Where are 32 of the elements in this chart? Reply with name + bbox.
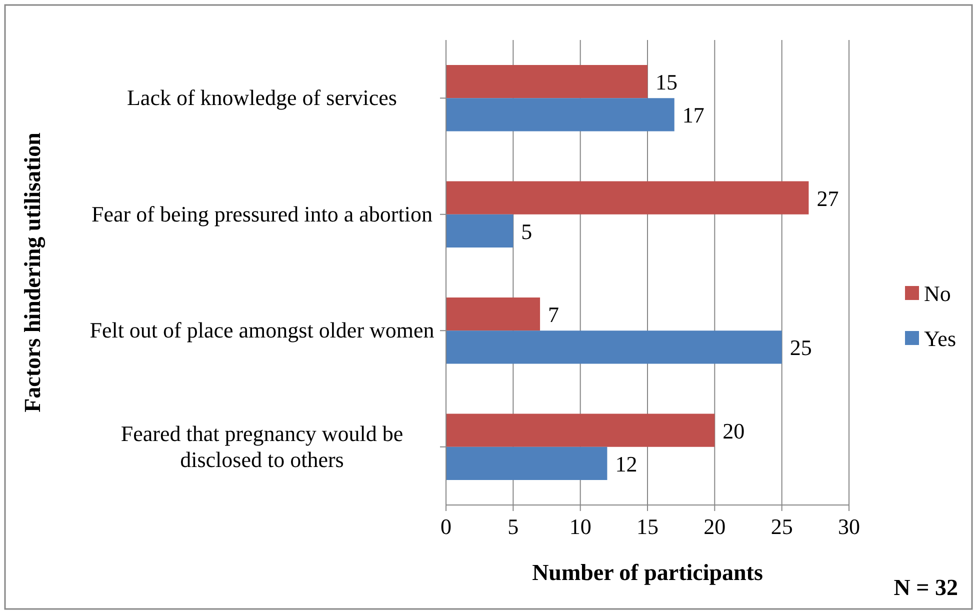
y-tick-label: Fear of being pressured into a abortion bbox=[92, 201, 432, 226]
data-label: 27 bbox=[816, 186, 839, 211]
data-label: 12 bbox=[615, 451, 638, 476]
legend-label: Yes bbox=[924, 326, 956, 351]
x-tick-label: 10 bbox=[569, 514, 592, 539]
x-tick-label: 20 bbox=[704, 514, 726, 539]
x-tick-label: 15 bbox=[636, 514, 658, 539]
x-tick-label: 0 bbox=[440, 514, 452, 539]
y-tick-label: Feared that pregnancy would be disclosed to others bbox=[120, 420, 404, 472]
y-tick-label: Felt out of place amongst older women bbox=[90, 318, 434, 343]
bar bbox=[446, 214, 514, 248]
data-label: 20 bbox=[722, 418, 745, 444]
bar bbox=[446, 330, 782, 364]
bar bbox=[446, 181, 809, 214]
bar bbox=[446, 446, 608, 480]
bar bbox=[446, 297, 540, 331]
x-tick-label: 30 bbox=[838, 514, 860, 539]
text: N = 32 bbox=[894, 575, 958, 600]
bar bbox=[446, 64, 648, 98]
x-tick-label: 25 bbox=[770, 514, 793, 539]
y-tick-label: Lack of knowledge of services bbox=[126, 85, 398, 110]
bar bbox=[446, 98, 674, 132]
x-axis-title: Number of participants bbox=[532, 560, 763, 585]
data-label: 17 bbox=[682, 102, 704, 128]
x-tick-label: 5 bbox=[508, 514, 519, 539]
y-axis-title: Factors hindering utilisation bbox=[20, 132, 46, 412]
data-label: 7 bbox=[548, 302, 560, 328]
legend-label: No bbox=[924, 281, 951, 306]
data-label: 5 bbox=[521, 218, 532, 244]
data-label: 15 bbox=[656, 70, 678, 95]
bar bbox=[446, 414, 715, 447]
data-label: 25 bbox=[790, 335, 812, 360]
